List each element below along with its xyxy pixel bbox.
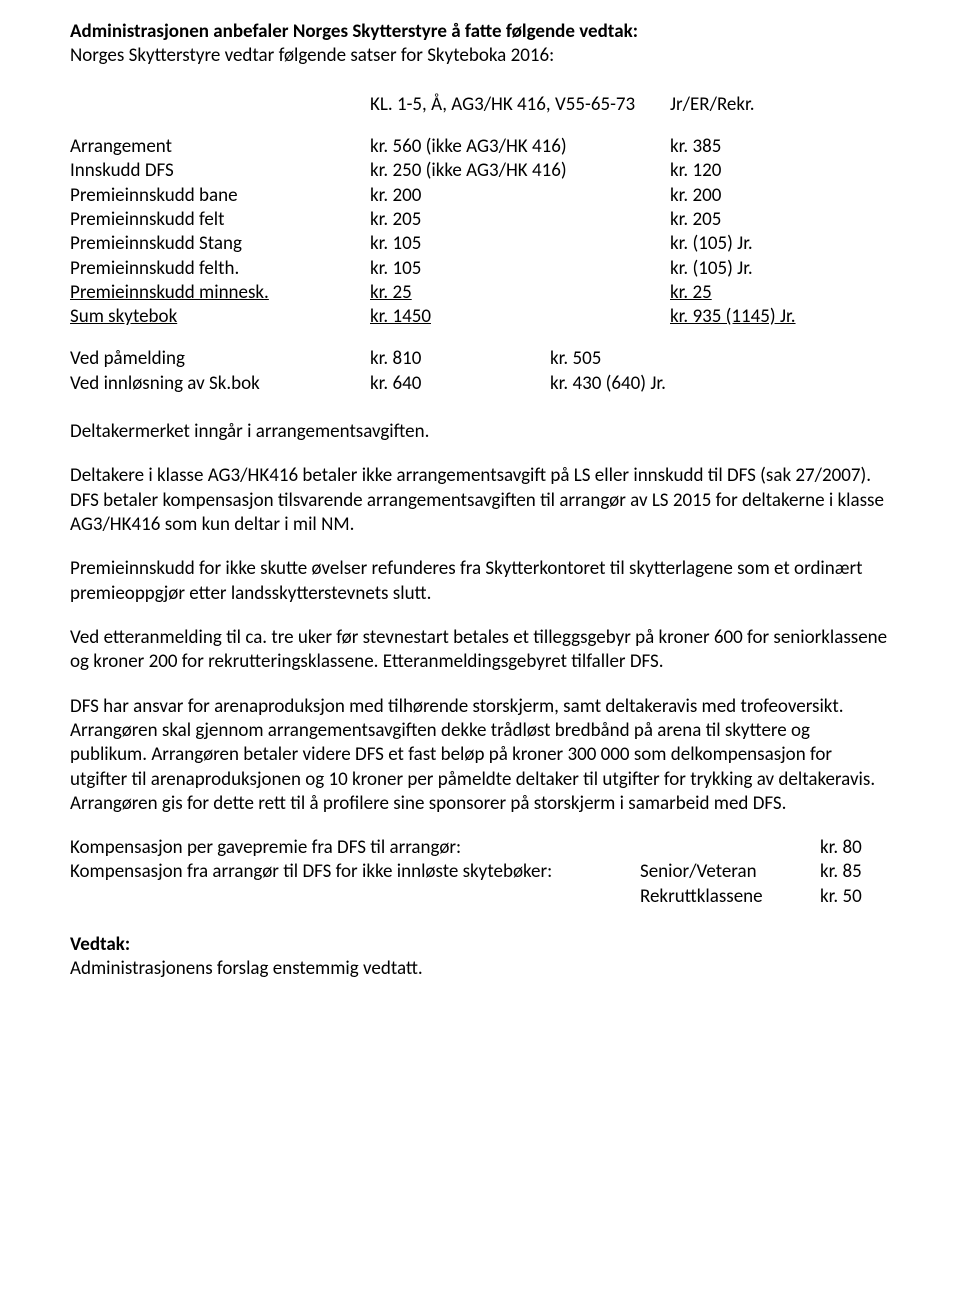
table-row: Premieinnskudd bane kr. 200 kr. 200 — [70, 184, 890, 208]
row-col3: kr. 385 — [670, 135, 890, 159]
row-name: Ved innløsning av Sk.bok — [70, 372, 370, 396]
row-col2: kr. 105 — [370, 257, 670, 281]
row-col2: kr. 810 — [370, 347, 550, 371]
row-col3: kr. (105) Jr. — [670, 232, 890, 256]
para-premieinnskudd: Premieinnskudd for ikke skutte øvelser r… — [70, 557, 890, 606]
para-deltakere-klasse: Deltakere i klasse AG3/HK416 betaler ikk… — [70, 464, 890, 537]
row-name: Premieinnskudd Stang — [70, 232, 370, 256]
para-dfs-ansvar: DFS har ansvar for arenaproduksjon med t… — [70, 695, 890, 817]
row-col2: kr. 105 — [370, 232, 670, 256]
row-c: kr. 80 — [820, 836, 890, 860]
table-row: Ved påmelding kr. 810 kr. 505 — [70, 347, 890, 371]
row-c: kr. 50 — [820, 885, 890, 909]
table-row: Kompensasjon per gavepremie fra DFS til … — [70, 836, 890, 860]
row-col2: kr. 200 — [370, 184, 670, 208]
row-col2: kr. 25 — [370, 281, 670, 305]
table-row: Premieinnskudd minnesk. kr. 25 kr. 25 — [70, 281, 890, 305]
table-row: Premieinnskudd felth. kr. 105 kr. (105) … — [70, 257, 890, 281]
row-name: Premieinnskudd felth. — [70, 257, 370, 281]
table-row: Ved innløsning av Sk.bok kr. 640 kr. 430… — [70, 372, 890, 396]
row-name: Sum skytebok — [70, 305, 370, 329]
vedtak-heading: Vedtak: — [70, 933, 890, 957]
table-row: Arrangement kr. 560 (ikke AG3/HK 416) kr… — [70, 135, 890, 159]
row-col3: kr. 430 (640) Jr. — [550, 372, 890, 396]
table-row: Premieinnskudd felt kr. 205 kr. 205 — [70, 208, 890, 232]
kl-row: KL. 1-5, Å, AG3/HK 416, V55-65-73 Jr/ER/… — [70, 93, 890, 117]
para-deltakermerket: Deltakermerket inngår i arrangementsavgi… — [70, 420, 890, 444]
row-name: Premieinnskudd felt — [70, 208, 370, 232]
vedtak-text: Administrasjonens forslag enstemmig vedt… — [70, 957, 890, 981]
row-a: Kompensasjon per gavepremie fra DFS til … — [70, 836, 640, 860]
kl-right: Jr/ER/Rekr. — [670, 93, 890, 117]
row-a: Kompensasjon fra arrangør til DFS for ik… — [70, 860, 640, 884]
header-line-b: Norges Skytterstyre vedtar følgende sats… — [70, 44, 890, 68]
kl-label: KL. 1-5, Å, AG3/HK 416, V55-65-73 — [370, 93, 670, 117]
payment-table: Ved påmelding kr. 810 kr. 505 Ved innløs… — [70, 347, 890, 396]
row-col2: kr. 1450 — [370, 305, 670, 329]
table-row: Sum skytebok kr. 1450 kr. 935 (1145) Jr. — [70, 305, 890, 329]
row-b — [640, 836, 820, 860]
row-col3: kr. 200 — [670, 184, 890, 208]
row-col2: kr. 205 — [370, 208, 670, 232]
page: Administrasjonen anbefaler Norges Skytte… — [0, 0, 960, 1292]
table-row: Innskudd DFS kr. 250 (ikke AG3/HK 416) k… — [70, 159, 890, 183]
row-col3: kr. 935 (1145) Jr. — [670, 305, 890, 329]
row-col3: kr. 25 — [670, 281, 890, 305]
row-name: Premieinnskudd bane — [70, 184, 370, 208]
row-b: Senior/Veteran — [640, 860, 820, 884]
row-col2: kr. 560 (ikke AG3/HK 416) — [370, 135, 670, 159]
table-row: Kompensasjon fra arrangør til DFS for ik… — [70, 860, 890, 884]
row-name: Innskudd DFS — [70, 159, 370, 183]
row-a — [70, 885, 640, 909]
row-name: Arrangement — [70, 135, 370, 159]
row-col3: kr. (105) Jr. — [670, 257, 890, 281]
price-table: Arrangement kr. 560 (ikke AG3/HK 416) kr… — [70, 135, 890, 330]
row-col3: kr. 505 — [550, 347, 890, 371]
row-name: Ved påmelding — [70, 347, 370, 371]
row-col2: kr. 250 (ikke AG3/HK 416) — [370, 159, 670, 183]
header-line-a: Administrasjonen anbefaler Norges Skytte… — [70, 20, 890, 44]
row-col2: kr. 640 — [370, 372, 550, 396]
row-col3: kr. 205 — [670, 208, 890, 232]
row-b: Rekruttklassene — [640, 885, 820, 909]
row-c: kr. 85 — [820, 860, 890, 884]
row-name: Premieinnskudd minnesk. — [70, 281, 370, 305]
para-etteranmelding: Ved etteranmelding til ca. tre uker før … — [70, 626, 890, 675]
compensation-table: Kompensasjon per gavepremie fra DFS til … — [70, 836, 890, 909]
table-row: Premieinnskudd Stang kr. 105 kr. (105) J… — [70, 232, 890, 256]
table-row: Rekruttklassene kr. 50 — [70, 885, 890, 909]
row-col3: kr. 120 — [670, 159, 890, 183]
